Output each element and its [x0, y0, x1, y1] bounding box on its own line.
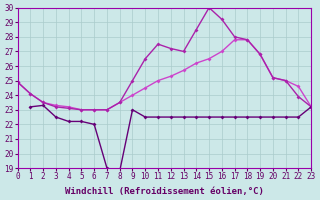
X-axis label: Windchill (Refroidissement éolien,°C): Windchill (Refroidissement éolien,°C)	[65, 187, 264, 196]
